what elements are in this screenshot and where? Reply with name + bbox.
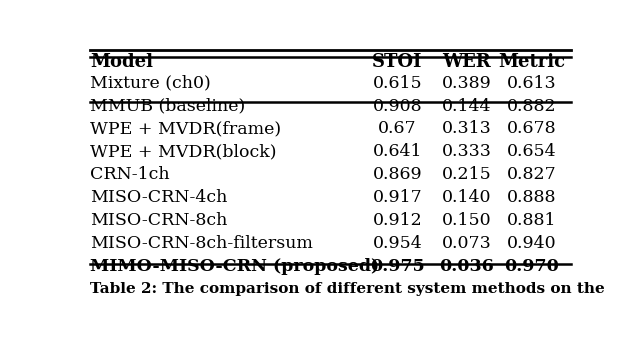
Text: 0.036: 0.036 (440, 258, 494, 275)
Text: 0.940: 0.940 (506, 235, 556, 252)
Text: 0.912: 0.912 (372, 212, 422, 229)
Text: WPE + MVDR(block): WPE + MVDR(block) (90, 143, 276, 160)
Text: MMUB (baseline): MMUB (baseline) (90, 97, 245, 115)
Text: 0.654: 0.654 (506, 143, 556, 160)
Text: 0.970: 0.970 (504, 258, 559, 275)
Text: 0.613: 0.613 (506, 75, 556, 92)
Text: 0.140: 0.140 (442, 189, 492, 206)
Text: 0.908: 0.908 (372, 97, 422, 115)
Text: MIMO-MISO-CRN (proposed): MIMO-MISO-CRN (proposed) (90, 258, 379, 275)
Text: MISO-CRN-8ch: MISO-CRN-8ch (90, 212, 227, 229)
Text: 0.389: 0.389 (442, 75, 492, 92)
Text: STOI: STOI (372, 53, 422, 71)
Text: 0.144: 0.144 (442, 97, 492, 115)
Text: CRN-1ch: CRN-1ch (90, 166, 170, 183)
Text: 0.615: 0.615 (372, 75, 422, 92)
Text: WER: WER (442, 53, 492, 71)
Text: WPE + MVDR(frame): WPE + MVDR(frame) (90, 120, 281, 137)
Text: 0.881: 0.881 (507, 212, 556, 229)
Text: 0.073: 0.073 (442, 235, 492, 252)
Text: 0.869: 0.869 (372, 166, 422, 183)
Text: Metric: Metric (498, 53, 565, 71)
Text: 0.641: 0.641 (372, 143, 422, 160)
Text: 0.67: 0.67 (378, 120, 417, 137)
Text: 0.333: 0.333 (442, 143, 492, 160)
Text: 0.313: 0.313 (442, 120, 492, 137)
Text: MISO-CRN-4ch: MISO-CRN-4ch (90, 189, 227, 206)
Text: MISO-CRN-8ch-filtersum: MISO-CRN-8ch-filtersum (90, 235, 313, 252)
Text: 0.150: 0.150 (442, 212, 492, 229)
Text: 0.882: 0.882 (506, 97, 556, 115)
Text: Mixture (ch0): Mixture (ch0) (90, 75, 211, 92)
Text: 0.954: 0.954 (372, 235, 422, 252)
Text: 0.917: 0.917 (372, 189, 422, 206)
Text: 0.215: 0.215 (442, 166, 492, 183)
Text: 0.888: 0.888 (507, 189, 556, 206)
Text: Table 2: The comparison of different system methods on the: Table 2: The comparison of different sys… (90, 282, 605, 296)
Text: 0.827: 0.827 (506, 166, 556, 183)
Text: Model: Model (90, 53, 153, 71)
Text: 0.678: 0.678 (506, 120, 556, 137)
Text: 0.975: 0.975 (370, 258, 425, 275)
